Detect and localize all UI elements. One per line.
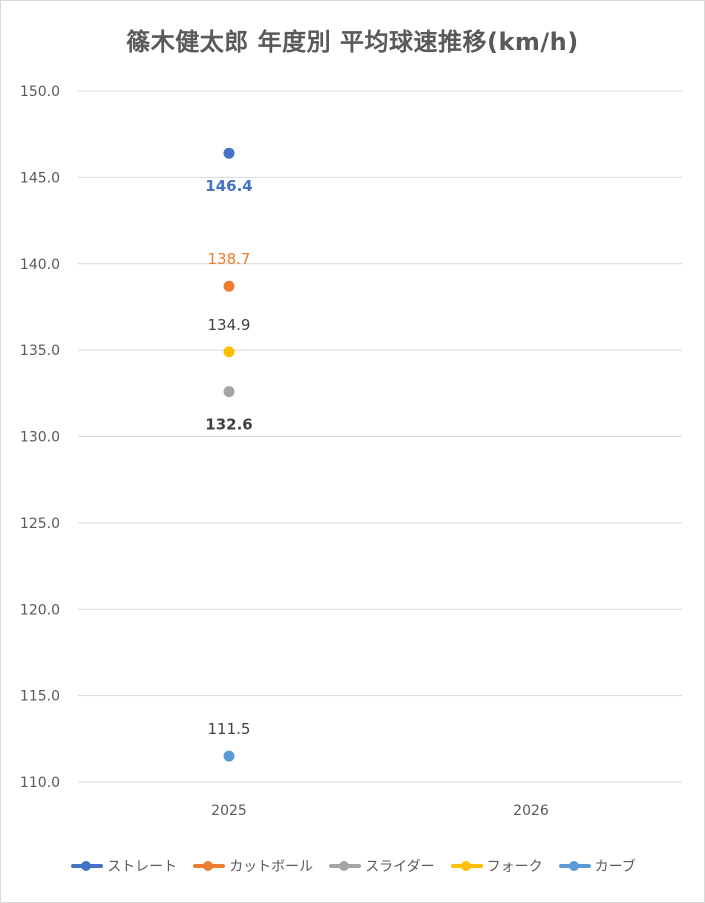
legend-swatch bbox=[69, 859, 105, 873]
data-point bbox=[223, 346, 235, 358]
data-label: 132.6 bbox=[205, 416, 252, 434]
legend-label: フォーク bbox=[486, 859, 543, 875]
legend-item: スライダー bbox=[327, 856, 435, 876]
x-tick-label: 2025 bbox=[211, 803, 247, 819]
legend-label: ストレート bbox=[107, 859, 178, 875]
data-label: 138.7 bbox=[208, 250, 251, 268]
y-tick-label: 120.0 bbox=[20, 602, 60, 618]
legend: ストレート カットボール スライダー フォーク カーブ bbox=[0, 852, 705, 880]
y-tick-label: 115.0 bbox=[20, 689, 60, 705]
y-tick-label: 145.0 bbox=[20, 170, 60, 186]
y-tick-label: 150.0 bbox=[20, 84, 60, 100]
y-tick-label: 135.0 bbox=[20, 343, 60, 359]
chart-title: 篠木健太郎 年度別 平均球速推移(km/h) bbox=[126, 28, 579, 56]
data-label: 146.4 bbox=[205, 177, 252, 195]
legend-item: フォーク bbox=[449, 856, 543, 876]
data-label: 134.9 bbox=[208, 316, 251, 334]
legend-swatch bbox=[557, 859, 593, 873]
legend-item: カットボール bbox=[191, 856, 313, 876]
x-tick-label: 2026 bbox=[513, 803, 549, 819]
y-tick-label: 140.0 bbox=[20, 257, 60, 273]
legend-item: カーブ bbox=[557, 856, 636, 876]
data-point bbox=[223, 147, 235, 159]
data-point bbox=[223, 386, 235, 398]
y-tick-label: 110.0 bbox=[20, 775, 60, 791]
data-point bbox=[223, 280, 235, 292]
legend-swatch bbox=[191, 859, 227, 873]
y-tick-label: 125.0 bbox=[20, 516, 60, 532]
data-point bbox=[223, 750, 235, 762]
y-tick-label: 130.0 bbox=[20, 430, 60, 446]
legend-swatch bbox=[449, 859, 485, 873]
legend-swatch bbox=[327, 859, 363, 873]
legend-label: スライダー bbox=[365, 859, 435, 875]
legend-item: ストレート bbox=[69, 856, 177, 876]
legend-label: カーブ bbox=[594, 859, 636, 875]
data-label: 111.5 bbox=[208, 720, 251, 738]
legend-label: カットボール bbox=[229, 859, 314, 875]
